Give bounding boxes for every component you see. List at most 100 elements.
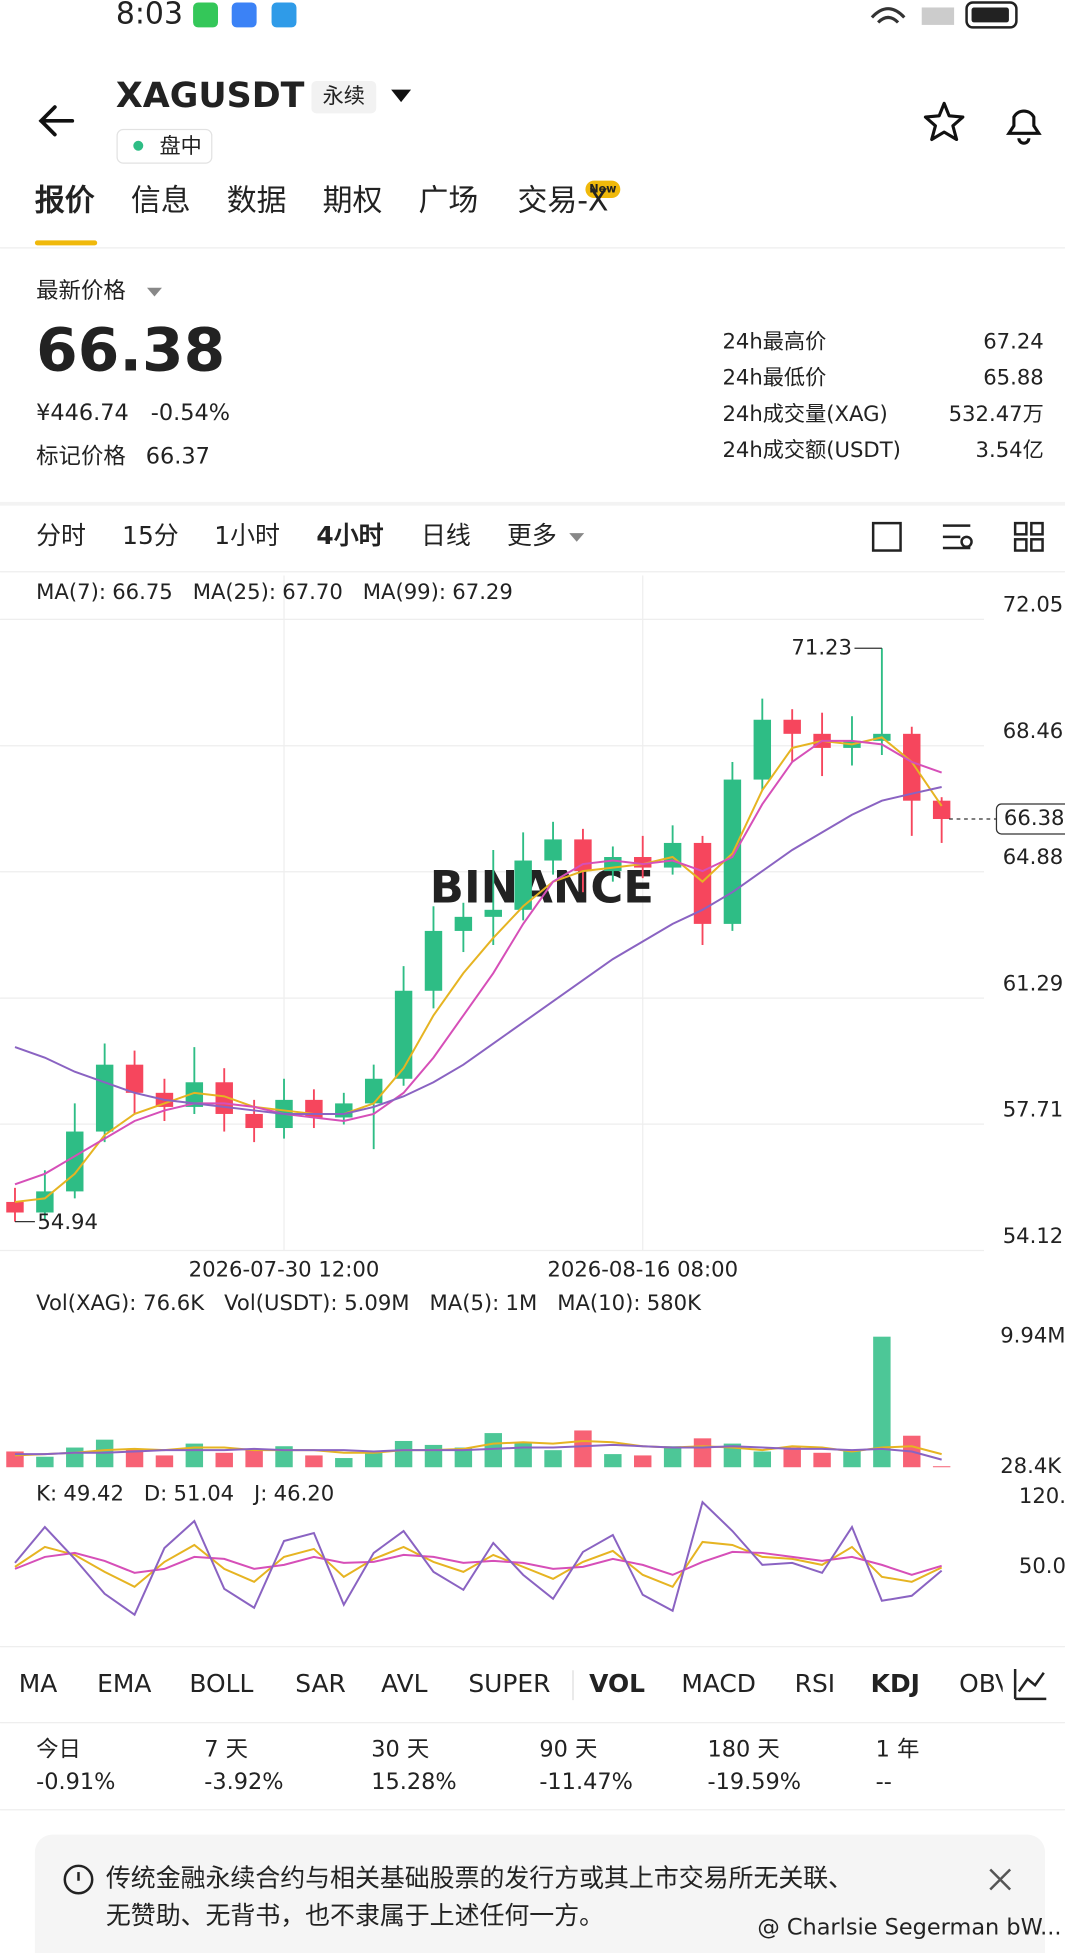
volume-bar <box>215 1452 233 1468</box>
legend-item: MA(99): <box>363 579 446 604</box>
more-dropdown[interactable] <box>569 533 585 542</box>
legend-item: MA(10): <box>557 1290 640 1315</box>
volume-bar <box>275 1446 293 1468</box>
new-badge <box>585 180 621 199</box>
symbol: XAGUSDT <box>116 76 305 116</box>
tab[interactable]: 交易-X <box>518 183 609 218</box>
stat-value: 67.24 <box>983 329 1044 354</box>
volume-bar <box>394 1440 413 1468</box>
indicator-tab[interactable]: MACD <box>681 1669 756 1698</box>
kdj-line <box>14 1540 943 1589</box>
volume-bar <box>305 1455 323 1468</box>
interval[interactable]: 日线 <box>421 521 471 550</box>
legend-item: J: <box>252 1481 267 1506</box>
volume-bar <box>66 1447 84 1468</box>
legend-item: 67.70 <box>282 579 343 604</box>
layout-icon[interactable] <box>1013 521 1044 552</box>
stat-value: 65.88 <box>983 365 1044 390</box>
legend-item: 66.75 <box>112 579 173 604</box>
tab[interactable]: 数据 <box>227 183 287 218</box>
chart-tool-icon[interactable] <box>1013 1669 1047 1701</box>
status-icon <box>271 2 297 28</box>
indicator-tab[interactable]: MA <box>19 1669 58 1698</box>
y-tick-label: 57.71 <box>1003 1096 1064 1121</box>
stat-label: 24h最低价 <box>722 365 826 390</box>
period-label: 7 天 <box>204 1736 248 1762</box>
indicator-tab[interactable]: BOLL <box>189 1669 253 1698</box>
tab[interactable]: 广场 <box>419 183 479 218</box>
tab[interactable]: 报价 <box>35 183 95 218</box>
legend-item: D: <box>144 1481 167 1506</box>
candle-body <box>514 860 532 910</box>
legend-item: MA(5): <box>429 1290 499 1315</box>
symbol-dropdown[interactable] <box>391 89 412 103</box>
ma-line <box>14 736 943 1203</box>
volume-bar <box>514 1442 532 1468</box>
candle-body <box>783 719 801 734</box>
volume-bar <box>873 1336 891 1468</box>
y-tick-label: 50.0 <box>1019 1553 1065 1578</box>
interval[interactable]: 分时 <box>36 521 86 550</box>
favorite-button[interactable] <box>923 101 965 142</box>
settings-icon-dot <box>960 535 973 549</box>
tab[interactable]: 信息 <box>131 183 191 218</box>
settings-icon[interactable] <box>942 524 971 550</box>
stat-value: 532.47万 <box>949 401 1044 426</box>
status-time: 8:03 <box>116 0 183 31</box>
charts: 2026-07-30 12:00 2026-08-16 08:00 72.05 68.… <box>0 575 1065 1617</box>
tool-icon[interactable] <box>871 521 902 552</box>
interval[interactable]: 4小时 <box>316 521 383 550</box>
close-disclaimer[interactable] <box>989 1868 1012 1891</box>
label-dropdown[interactable] <box>147 287 162 297</box>
candle-body <box>753 719 772 780</box>
volume-bar <box>574 1430 592 1468</box>
ma-line <box>14 785 942 1115</box>
disclaimer-text: 传统金融永续合约与相关基础股票的发行方或其上市交易所无关联、 <box>106 1864 853 1893</box>
indicator-tab[interactable]: SAR <box>295 1669 346 1698</box>
back-button[interactable] <box>38 105 75 137</box>
volume-bar <box>364 1451 383 1468</box>
volume-bar <box>245 1450 263 1468</box>
last-price: 66.38 <box>36 316 225 385</box>
legend-item: 49.42 <box>63 1481 124 1506</box>
price-label: 最新价格 <box>36 278 126 304</box>
indicator-tab[interactable]: KDJ <box>871 1669 920 1698</box>
indicator-tab[interactable]: EMA <box>97 1669 151 1698</box>
volume-bar <box>753 1451 772 1468</box>
period-label: 30 天 <box>371 1736 429 1762</box>
interval[interactable]: 更多 <box>507 521 557 550</box>
tab[interactable]: 期权 <box>323 183 383 218</box>
period-change: -11.47% <box>539 1769 633 1795</box>
stat-value: 3.54亿 <box>976 437 1044 462</box>
volume-bar <box>155 1455 174 1468</box>
candle-body <box>185 1082 204 1107</box>
indicator-tab[interactable]: RSI <box>795 1669 835 1698</box>
legend-item: Vol(XAG): 76.6K <box>36 1290 205 1315</box>
tab-indicator <box>34 240 98 246</box>
volume-bar <box>723 1443 742 1468</box>
interval[interactable]: 1小时 <box>214 521 280 550</box>
indicator-tab[interactable]: AVL <box>381 1669 427 1698</box>
x-tick-label: 2026-07-30 12:00 <box>189 1256 380 1281</box>
candle-body <box>574 839 592 872</box>
volume-bar <box>454 1447 473 1468</box>
kdj-line <box>14 1500 943 1617</box>
battery-level <box>971 7 1009 23</box>
period-label: 90 天 <box>539 1736 597 1762</box>
stat-label: 24h成交额(USDT) <box>722 437 900 462</box>
contract-type: 永续 <box>323 83 365 108</box>
indicator-tab[interactable]: SUPER <box>468 1669 550 1698</box>
y-tick-label: 9.94M <box>1000 1323 1065 1348</box>
wifi-icon <box>870 7 906 24</box>
indicator-tab[interactable]: VOL <box>589 1669 645 1698</box>
volume-bar <box>663 1446 682 1468</box>
stat-label: 24h成交量(XAG) <box>722 401 887 426</box>
alert-button[interactable] <box>1006 109 1042 145</box>
interval[interactable]: 15分 <box>122 521 179 550</box>
candle-body <box>424 930 443 991</box>
x-tick-label: 2026-08-16 08:00 <box>547 1256 738 1281</box>
y-tick-label: 54.12 <box>1003 1223 1064 1248</box>
volume-bar <box>813 1452 831 1468</box>
